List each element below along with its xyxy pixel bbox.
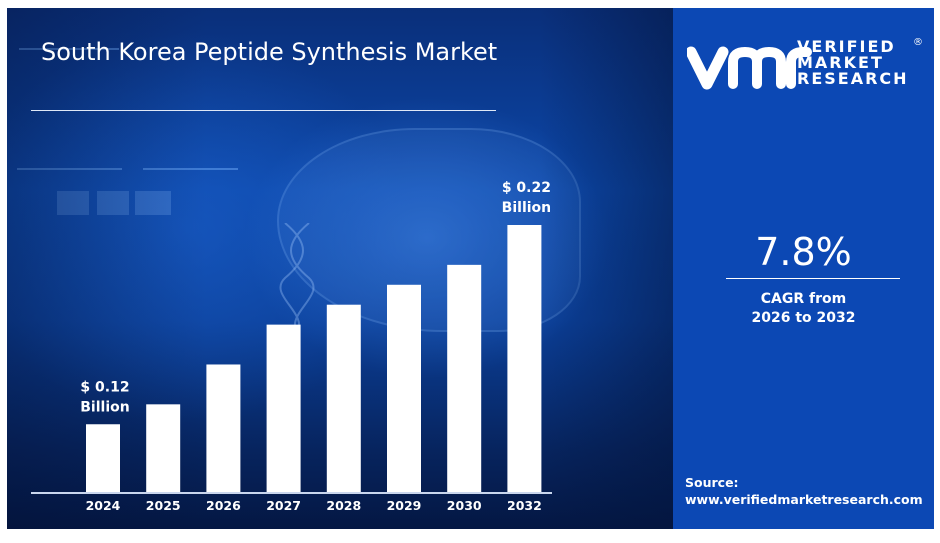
bar-chart: 2024 2025 2026 2027 2028 2029 2030 2032 $ 0.12 B…: [31, 180, 552, 513]
bar-2026: [206, 364, 241, 492]
cagr-value: 7.8%: [755, 230, 852, 274]
summary-panel: VERIFIED MARKET RESEARCH ® 7.8% CAGR fro…: [673, 8, 934, 529]
decor-line: [17, 168, 122, 170]
decor-line: [143, 168, 238, 170]
x-tick-label-2029: 2029: [387, 498, 422, 513]
x-tick-label-2030: 2030: [447, 498, 482, 513]
x-tick-label-2026: 2026: [206, 498, 241, 513]
decor-block: [57, 191, 89, 215]
data-label-2032-line-1: $ 0.22: [502, 180, 551, 196]
dna-helix-icon: [279, 223, 315, 333]
bar-2027: [266, 324, 301, 492]
bar-2030: [447, 264, 482, 492]
bar-2024: [86, 424, 120, 492]
bar-2032: [507, 225, 542, 492]
x-tick-label-2028: 2028: [326, 498, 361, 513]
x-tick-label-2024: 2024: [86, 498, 121, 513]
data-label-2024-line-2: Billion: [80, 399, 129, 415]
decor-block: [135, 191, 171, 215]
cagr-label-line-2: 2026 to 2032: [751, 310, 856, 326]
decor-line: [19, 48, 119, 50]
bar-2029: [387, 284, 421, 492]
source-block: Source: www.verifiedmarketresearch.com: [685, 474, 923, 508]
cagr-divider: [726, 278, 900, 279]
brand-line-3: RESEARCH: [797, 69, 909, 88]
bar-2028: [326, 304, 361, 492]
bar-2025: [146, 404, 181, 492]
x-tick-label-2027: 2027: [266, 498, 301, 513]
data-label-2024-line-1: $ 0.12: [80, 379, 129, 395]
brand-name: VERIFIED MARKET RESEARCH: [797, 39, 909, 87]
chart-panel: South Korea Peptide Synthesis Market 202…: [7, 8, 673, 529]
source-label: Source:: [685, 475, 739, 490]
cagr-label: CAGR from 2026 to 2032: [673, 290, 934, 328]
cagr-label-line-1: CAGR from: [760, 291, 847, 307]
x-tick-label-2032: 2032: [507, 498, 542, 513]
brand-line-1: VERIFIED: [797, 37, 896, 56]
registered-mark: ®: [913, 37, 923, 48]
decor-block: [97, 191, 129, 215]
data-label-2032-line-2: Billion: [502, 200, 551, 216]
vmr-logo-icon: [687, 46, 812, 90]
page-title: South Korea Peptide Synthesis Market: [41, 38, 498, 66]
x-tick-label-2025: 2025: [146, 498, 181, 513]
title-divider: [31, 110, 496, 111]
brand-line-2: MARKET: [797, 53, 884, 72]
source-url[interactable]: www.verifiedmarketresearch.com: [685, 492, 923, 507]
